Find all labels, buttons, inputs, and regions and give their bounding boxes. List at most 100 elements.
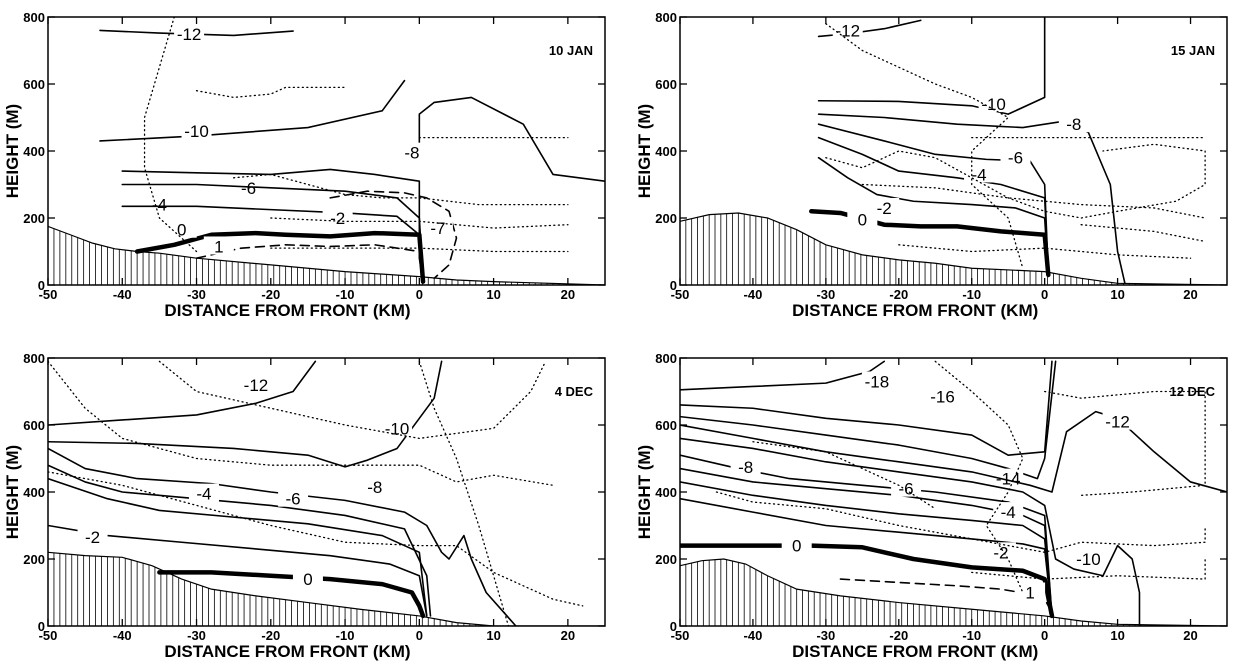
chart2-contour-3 [48,464,432,617]
chart2-contour-label-bg-5 [77,527,108,546]
chart2-contour-6 [157,570,426,619]
chart1-contour-2 [817,113,1126,285]
chart2-contour-10 [418,360,510,626]
chart0-contour-8 [195,244,424,276]
chart0-ytick-label: 600 [23,77,45,92]
chart2-contour-label-bg-1 [382,418,413,437]
chart0-contour-label-1: -10 [184,122,209,141]
chart0-ytick-label: 200 [23,211,45,226]
chart3-terrain-profile [680,558,1227,626]
chart1-ytick-label: 800 [655,10,677,25]
chart0-plot-area: -12 -10 -8 -6 -4 -2 0 -7 1 [48,17,605,285]
chart2-contour-0 [48,360,317,426]
chart1-contour-10 [861,183,1206,219]
chart1-xtick-label: 0 [1041,287,1048,302]
chart0-contour-label-8: 1 [214,237,223,256]
chart1-ytick-label: 200 [655,211,677,226]
chart1-contour-label-bg-2 [1058,114,1089,133]
chart2-contour-label-2: -8 [367,478,382,497]
chart2-plot-area: -12 -10 -8 -6 -4 -2 0 [48,360,605,626]
chart2-ytick-label: 0 [38,619,45,634]
chart3-contour-label-bg-10 [1015,582,1046,601]
chart3-ytick-label: 200 [655,552,677,567]
chart0-xtick-label: -10 [336,287,355,302]
chart1-contour-label-bg-4 [964,164,995,183]
chart3-contour-label-bg-7 [993,502,1024,521]
chart1-xtick-label: -40 [744,287,763,302]
chart3-xtick-label: 10 [1110,628,1124,643]
chart2-contour-label-bg-0 [240,374,271,393]
chart3-contour-7 [680,481,1053,617]
chart1-plot-area: -12 -10 -8 -6 -4 -2 0 [680,17,1227,285]
chart2-ytick-label: 600 [23,418,45,433]
chart1-contour-label-5: -2 [877,199,892,218]
chart1-contour-label-1: -10 [981,95,1006,114]
chart1-date-label: 15 JAN [1171,43,1215,58]
panel-15-jan: -12-10-8-6-4-20-50 -40 -30 -20 -10 0 10 2002004… [635,10,1228,320]
chart3-ytick-label: 800 [655,351,677,366]
chart3-contour-label-bg-0 [861,371,892,390]
chart0-xlabel: DISTANCE FROM FRONT (KM) [164,301,410,320]
chart2-contour-4 [48,477,428,617]
chart3-date-label: 12 DEC [1169,384,1215,399]
chart1-contour-4 [817,136,1050,276]
chart3-contour-label-bg-1 [927,386,958,405]
chart3-contour-4 [680,437,1141,626]
chart2-contour-5 [48,524,428,617]
chart0-xtick-label: -30 [187,287,206,302]
chart1-contour-label-bg-3 [1000,147,1031,166]
chart3-contour-1 [680,360,1053,456]
chart3-contour-label-2: -14 [996,470,1021,489]
chart3-contour-2 [680,360,1057,480]
chart3-contour-label-5: -8 [738,458,753,477]
chart3-contour-label-bg-3 [1102,411,1133,430]
chart0-ylabel: HEIGHT (M) [3,104,22,198]
chart3-contour-label-bg-9 [781,535,812,554]
chart2-xlabel: DISTANCE FROM FRONT (KM) [164,642,410,661]
chart3-contour-6 [680,467,1053,617]
chart1-contour-11 [1080,224,1206,243]
chart2-contour-label-bg-2 [359,476,390,495]
chart3-contour-12 [1044,390,1206,497]
chart1-xtick-label: -20 [889,287,908,302]
chart0-contour-label-4: -4 [152,196,167,215]
chart3-contour-15 [752,441,936,510]
chart3-xtick-label: -10 [962,628,981,643]
chart1-contour-label-4: -4 [971,165,986,184]
chart2-xtick-label: -30 [187,628,206,643]
chart3-xtick-label: -50 [671,628,690,643]
chart2-xtick-label: 0 [416,628,423,643]
chart0-contour-label-bg-0 [174,23,205,42]
chart2-ytick-label: 200 [23,552,45,567]
chart0-xtick-label: -20 [261,287,280,302]
chart2-contour-1 [48,360,443,468]
chart3-contour-8 [680,497,1053,617]
chart1-contour-3 [817,123,1050,276]
chart2-xtick-label: -40 [113,628,132,643]
chart1-contour-8 [825,143,1206,219]
chart2-contour-label-bg-6 [292,569,323,588]
chart0-contour-label-2: -8 [404,144,419,163]
chart0-contour-14 [270,247,569,253]
chart0-contour-10 [195,86,346,99]
chart3-contour-label-bg-5 [730,456,761,475]
chart0-contour-12 [233,173,569,206]
chart0-contour-6 [134,230,426,284]
chart0-contour-2 [418,96,605,182]
chart2-ytick-label: 400 [23,485,45,500]
chart2-contour-7 [48,360,554,486]
chart1-terrain-profile [680,212,1227,285]
chart3-xtick-label: -40 [744,628,763,643]
chart3-plot-area: -18 -16 -14 -12 -10 -8 -6 -4 -2 0 1 [680,360,1227,626]
chart0-contour-label-bg-5 [322,208,353,226]
chart3-ytick-label: 600 [655,418,677,433]
chart3-contour-label-bg-6 [891,478,922,497]
chart3-contour-label-10: 1 [1025,584,1034,603]
chart2-xtick-label: -10 [336,628,355,643]
chart3-contour-label-bg-8 [985,542,1016,561]
chart0-contour-label-0: -12 [177,25,202,44]
chart2-contour-label-bg-3 [278,488,309,507]
chart2-xtick-label: 20 [561,628,575,643]
chart0-contour-label-bg-4 [144,194,175,213]
chart1-contour-label-6: 0 [858,211,867,230]
